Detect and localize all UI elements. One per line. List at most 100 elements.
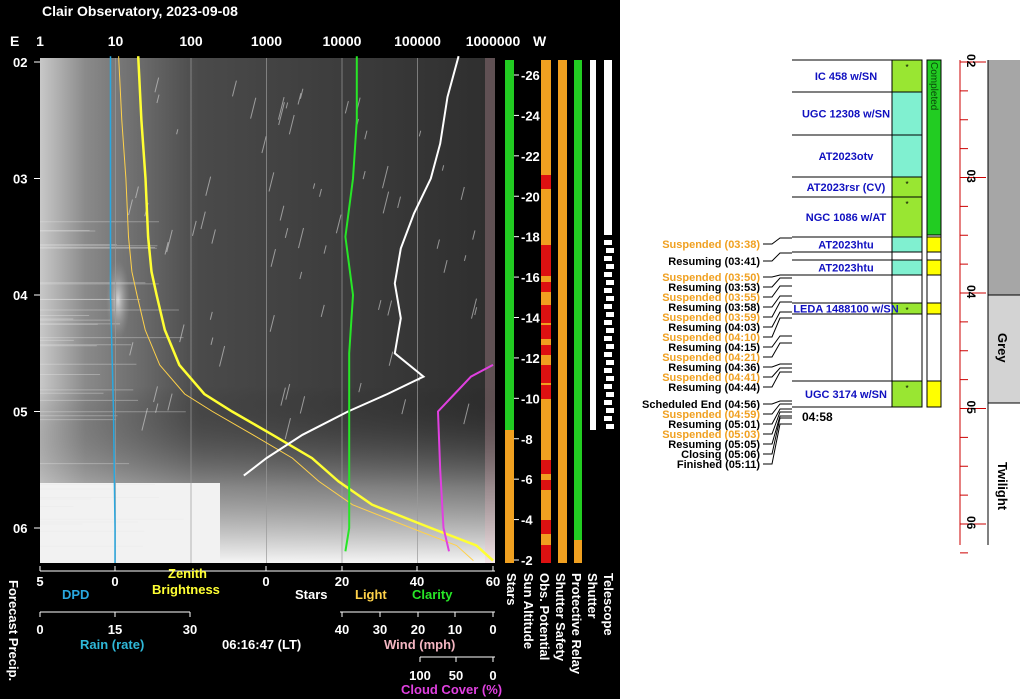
clock-readout: 06:16:47 (LT) [222,637,301,652]
target-label[interactable]: AT2023htu [818,240,873,252]
target-block[interactable] [891,59,923,93]
star-streak [280,387,286,406]
top-axis-tick-label: 10000 [323,33,362,49]
rain-tick-label: 15 [108,622,122,637]
telescope-label: Telescope [601,573,616,636]
clarity-label: Clarity [412,587,453,602]
red-mark [541,545,551,563]
dpd-label: DPD [62,587,89,602]
target-label[interactable]: AT2023otv [819,151,875,163]
obs-potential-label: Obs. Potential [537,573,552,660]
event-label: Resuming (04:03) [668,322,760,334]
time-tick-label: 04 [13,288,28,303]
right-time-label: 06 [964,516,978,530]
star-streak [358,382,362,393]
telescope-segment [606,248,614,253]
star-streak [382,191,390,214]
target-block[interactable] [891,91,923,136]
star-streak [401,399,407,415]
stars-bar-green [505,60,514,430]
target-label[interactable]: UGC 12308 w/SN [802,109,890,121]
glow-spot [106,260,130,340]
wind-strip [485,58,495,563]
dawn-bright-band [40,483,220,563]
telescope-segment [604,368,612,373]
star-streak [299,88,304,99]
row1-ticks: 5 0 0 20 40 60 [36,566,500,589]
star-streak [135,186,139,199]
top-axis-left-label: E [10,33,19,49]
star-streak [128,199,133,216]
top-axis-tick-label: 1000000 [466,33,521,49]
target-block[interactable] [891,196,923,238]
dpd-series [109,56,116,563]
light-label: Light [355,587,387,602]
event-log: Suspended (03:38) Resuming (03:41) Suspend… [642,237,792,471]
event-connector [763,371,792,388]
time-tick-label: 02 [13,55,27,70]
telescope-segment [604,384,612,389]
star-streak [323,245,327,254]
dark-band [988,60,1020,295]
target-label[interactable]: LEDA 1488100 w/SN [793,304,898,316]
target-block[interactable] [891,134,923,178]
event-label: Resuming (03:53) [668,282,760,294]
star-streak [471,298,477,319]
star-streak [284,228,289,239]
star-streak [335,214,342,234]
altitude-tick-label: -14 [521,311,541,326]
target-block[interactable] [891,259,923,276]
sun-altitude-label: Sun Altitude [521,573,536,649]
time-tick-label: 05 [13,405,27,420]
target-label[interactable]: NGC 1086 w/AT [806,212,887,224]
target-label[interactable]: AT2023rsr (CV) [807,182,886,194]
right-time-label: 04 [964,285,978,299]
protective-relay-bar-orange [574,540,582,563]
grey-band [988,295,1020,403]
star-streak [312,183,316,189]
telescope-segment [606,392,614,397]
event-connector [763,252,792,262]
star-streak [319,188,322,197]
telescope-segment [606,360,614,365]
star-streak [164,241,169,255]
shutter-safety-label: Shutter Safety [553,573,568,662]
telescope-segment [604,288,612,293]
star-streak [166,229,173,253]
event-label: Scheduled End (04:56) [642,399,760,411]
star-streak [268,172,275,192]
light-series [118,56,474,561]
time-ticks: 02 03 04 05 06 [13,55,40,536]
protective-relay-bar-green [574,60,582,540]
star-streak [250,97,257,119]
target-mark: * [905,200,908,209]
right-time-label: 03 [964,170,978,184]
zenith-brightness-series [136,56,494,562]
stars-series [243,55,460,477]
altitude-tick-label: -6 [521,472,533,487]
target-block[interactable] [891,380,923,408]
event-label: Suspended (05:03) [662,429,760,441]
event-label: Resuming (05:01) [668,419,760,431]
star-streak [279,205,285,221]
target-block[interactable] [891,236,923,253]
star-streak [129,342,134,356]
target-label[interactable]: IC 458 w/SN [815,71,877,83]
event-connector [763,411,792,435]
target-label[interactable]: AT2023htu [818,263,873,275]
red-mark [541,282,551,292]
star-streak [443,260,448,273]
top-axis-right-label: W [533,33,547,49]
wind-ticks: 40 30 20 10 0 [335,612,497,637]
star-streak [176,129,179,135]
event-connector [763,274,792,278]
telescope-segment [604,352,612,357]
star-streak [261,136,267,154]
target-label[interactable]: UGC 3174 w/SN [805,389,887,401]
cloud-tick-label: 50 [449,668,463,683]
star-streak [219,345,226,367]
star-streak [205,176,212,196]
star-streak [388,351,394,366]
event-connector [763,423,792,465]
target-block[interactable] [891,302,923,315]
